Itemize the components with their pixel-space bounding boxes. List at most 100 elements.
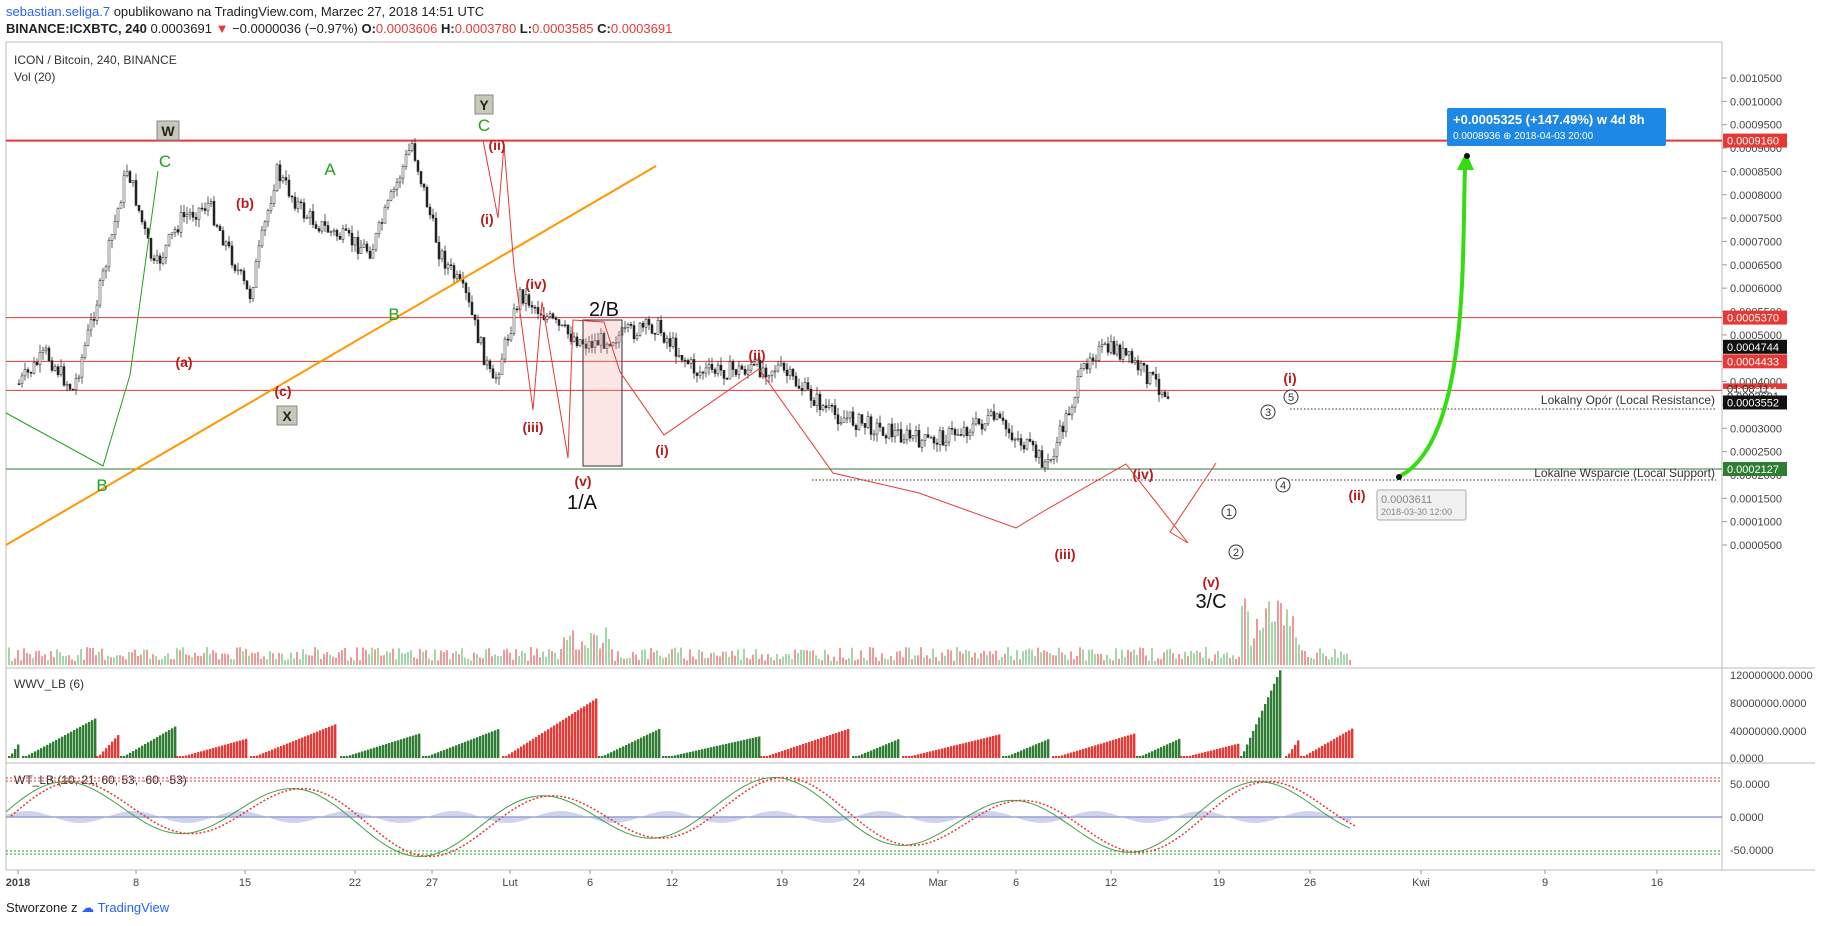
candle-body	[131, 180, 135, 183]
volume-bars	[8, 598, 1351, 665]
wwv-bar	[230, 743, 233, 758]
volume-bar	[1016, 650, 1018, 665]
volume-bar	[782, 656, 784, 665]
wwv-bar	[920, 753, 923, 758]
candle-body	[629, 323, 633, 326]
candle-body	[440, 250, 444, 260]
wwv-histogram	[8, 670, 1354, 758]
wwv-bar	[242, 739, 245, 758]
circled-label-ring	[1283, 389, 1299, 405]
wt-line-2	[10, 776, 1356, 858]
wwv-bar	[138, 747, 141, 758]
circled-label-ring	[1260, 404, 1276, 420]
wwv-bar	[1180, 756, 1183, 758]
time-tick-label: Mar	[929, 877, 948, 889]
volume-bar	[1178, 653, 1180, 665]
volume-bar	[1295, 637, 1297, 665]
candle-body	[635, 335, 639, 340]
wwv-bar	[671, 755, 674, 758]
candle-body	[683, 359, 687, 362]
target-info-box[interactable]	[1447, 108, 1666, 146]
wwv-bar	[710, 747, 713, 758]
circled-label: 4	[1280, 480, 1286, 492]
volume-bar	[95, 655, 97, 665]
candle-body	[218, 226, 222, 231]
candle-body	[929, 436, 933, 439]
level-badge-label: 0.0005370	[1727, 313, 1779, 325]
wwv-bar	[677, 754, 680, 758]
wwv-bar	[1047, 739, 1050, 758]
volume-bar	[800, 649, 802, 665]
wwv-bar	[141, 745, 144, 758]
candle-body	[563, 324, 567, 327]
wwv-bar	[652, 731, 655, 758]
trend-line[interactable]	[5, 165, 657, 546]
wwv-bar	[1139, 756, 1142, 758]
volume-bar	[851, 647, 853, 665]
candle-body	[311, 211, 315, 225]
volume-bar	[722, 651, 724, 665]
wwv-bar	[1210, 750, 1213, 758]
cursor-info-box[interactable]	[1376, 489, 1467, 521]
wwv-bar	[313, 732, 316, 758]
wave-box-label: W	[161, 123, 175, 139]
tradingview-link[interactable]: TradingView	[97, 900, 170, 915]
target-point[interactable]	[1464, 153, 1470, 159]
wwv-bar	[1094, 745, 1097, 758]
wwv-bar	[1121, 737, 1124, 758]
volume-bar	[1103, 660, 1105, 665]
wwv-bar	[686, 752, 689, 758]
volume-bar	[374, 649, 376, 665]
price-badge	[1723, 339, 1787, 354]
wwv-bar	[443, 749, 446, 758]
wwv-bar	[1130, 734, 1133, 758]
wwv-bar	[346, 756, 349, 758]
volume-bar	[113, 657, 115, 665]
candle-body	[284, 177, 288, 181]
volume-bar	[1292, 616, 1294, 665]
candle-body	[77, 376, 81, 379]
wave-2b-box[interactable]	[582, 319, 623, 467]
wwv-bar	[343, 756, 346, 758]
candle-body	[713, 369, 717, 374]
wwv-bar	[989, 736, 992, 758]
wwv-bar	[91, 720, 94, 758]
volume-label: Vol (20)	[14, 70, 55, 84]
price-axis[interactable]: 0.00105000.00100000.00095000.00090000.00…	[1722, 73, 1813, 857]
target-arrow[interactable]	[1399, 167, 1467, 478]
volume-bar	[845, 659, 847, 665]
volume-bar	[452, 653, 454, 665]
time-axis[interactable]: 2018 8 15 22 27 Lut 6 12 19 24 Mar 6 12 19 26 Kwi 9 16	[6, 870, 1663, 889]
volume-bar	[1010, 655, 1012, 665]
candle-body	[569, 333, 573, 342]
candle-body	[878, 422, 882, 428]
candle-body	[110, 234, 114, 241]
candle-body	[1064, 413, 1068, 433]
wwv-bar	[1061, 755, 1064, 758]
volume-bar	[1208, 658, 1210, 665]
volume-bar	[911, 659, 913, 665]
volume-bar	[1229, 658, 1231, 665]
candle-body	[623, 327, 627, 329]
wwv-bar	[1157, 748, 1160, 758]
volume-bar	[740, 659, 742, 665]
author-link[interactable]: sebastian.seliga.7	[6, 4, 111, 19]
candle-body	[821, 405, 825, 410]
candle-body	[791, 368, 795, 377]
wwv-bar	[823, 737, 826, 758]
wwv-bar	[1276, 677, 1279, 758]
candle-body	[530, 305, 534, 308]
candle-body	[947, 427, 951, 443]
volume-bar	[209, 653, 211, 665]
volume-bar	[629, 657, 631, 665]
candle-body	[740, 365, 744, 370]
volume-bar	[1175, 658, 1177, 665]
volume-bar	[821, 660, 823, 665]
volume-bar	[728, 656, 730, 665]
start-point[interactable]	[1396, 474, 1402, 480]
candle-body	[872, 433, 876, 436]
symbol-name: BINANCE:ICXBTC, 240	[6, 21, 147, 36]
circled-label-ring	[1228, 544, 1244, 560]
wwv-bar	[811, 741, 814, 758]
